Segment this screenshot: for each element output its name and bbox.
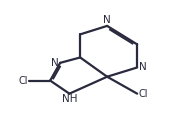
Text: N: N — [139, 62, 147, 72]
Text: NH: NH — [62, 94, 77, 104]
Text: N: N — [103, 15, 111, 25]
Text: Cl: Cl — [18, 76, 28, 86]
Text: N: N — [51, 58, 59, 68]
Text: Cl: Cl — [139, 89, 148, 99]
